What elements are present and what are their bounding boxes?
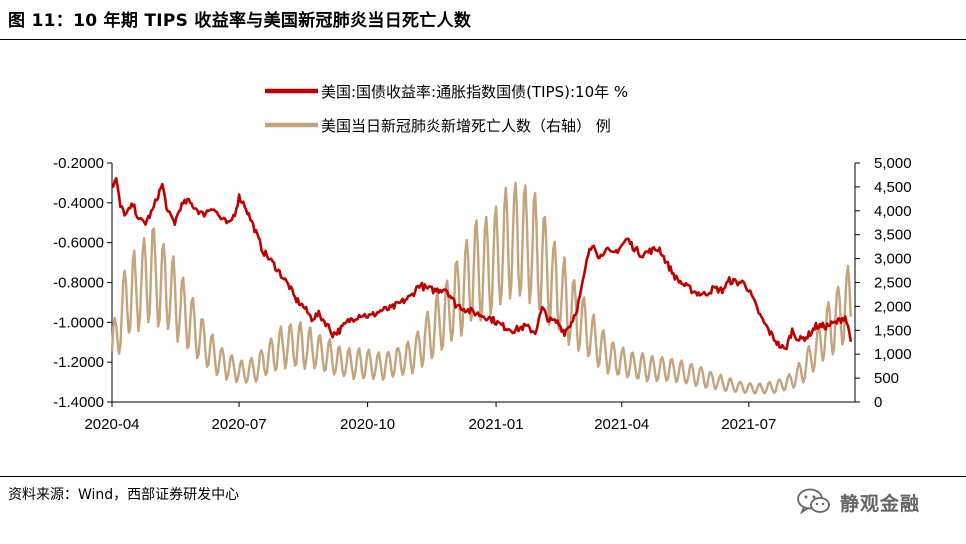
top-rule	[0, 39, 966, 40]
y-left-tick-label: -0.2000	[53, 155, 104, 172]
legend-label: 美国当日新冠肺炎新增死亡人数（右轴） 例	[321, 117, 611, 135]
series-line-deaths	[110, 181, 852, 395]
series-layer	[110, 177, 853, 395]
y-left-tick-label: -1.4000	[53, 394, 104, 411]
watermark-text: 静观金融	[840, 492, 921, 515]
y-right-tick-label: 0	[874, 394, 882, 411]
y-left-tick-label: -0.4000	[53, 195, 104, 212]
y-right-tick-label: 2,000	[874, 298, 912, 315]
x-tick-label: 2020-10	[340, 416, 395, 433]
x-tick-label: 2020-07	[212, 416, 267, 433]
source-note: 资料来源：Wind，西部证券研发中心	[8, 487, 240, 503]
x-tick-label: 2020-04	[84, 416, 139, 433]
y-right-tick-label: 1,000	[874, 346, 912, 363]
y-right-tick-label: 1,500	[874, 322, 912, 339]
y-left-tick-label: -0.8000	[53, 275, 104, 292]
y-left-tick-label: -1.2000	[53, 354, 104, 371]
bottom-rule	[0, 476, 966, 477]
chart-legend: 美国:国债收益率:通胀指数国债(TIPS):10年 % 美国当日新冠肺炎新增死亡人…	[265, 83, 628, 135]
figure-title: 图 11：10 年期 TIPS 收益率与美国新冠肺炎当日死亡人数	[8, 11, 472, 31]
y-right-tick-label: 4,500	[874, 179, 912, 196]
y-right-tick-label: 4,000	[874, 203, 912, 220]
chart: -0.2000 -0.4000 -0.6000 -0.8000 -1.0000 -1.20…	[53, 83, 911, 433]
x-tick-label: 2021-01	[469, 416, 524, 433]
x-tick-label: 2021-07	[721, 416, 776, 433]
y-right-tick-label: 3,500	[874, 227, 912, 244]
wechat-icon	[797, 488, 830, 515]
legend-label: 美国:国债收益率:通胀指数国债(TIPS):10年 %	[321, 83, 628, 101]
y-right-tick-label: 500	[874, 370, 899, 387]
y-right-tick-label: 5,000	[874, 155, 912, 172]
series-line-tips	[111, 177, 853, 351]
x-tick-label: 2021-04	[594, 416, 649, 433]
y-right-tick-label: 3,000	[874, 251, 912, 268]
y-right-tick-label: 2,500	[874, 275, 912, 292]
watermark: 静观金融	[796, 482, 920, 522]
chart-axes: -0.2000 -0.4000 -0.6000 -0.8000 -1.0000 -1.20…	[53, 155, 911, 433]
y-left-tick-label: -1.0000	[53, 314, 104, 331]
y-left-tick-label: -0.6000	[53, 235, 104, 252]
